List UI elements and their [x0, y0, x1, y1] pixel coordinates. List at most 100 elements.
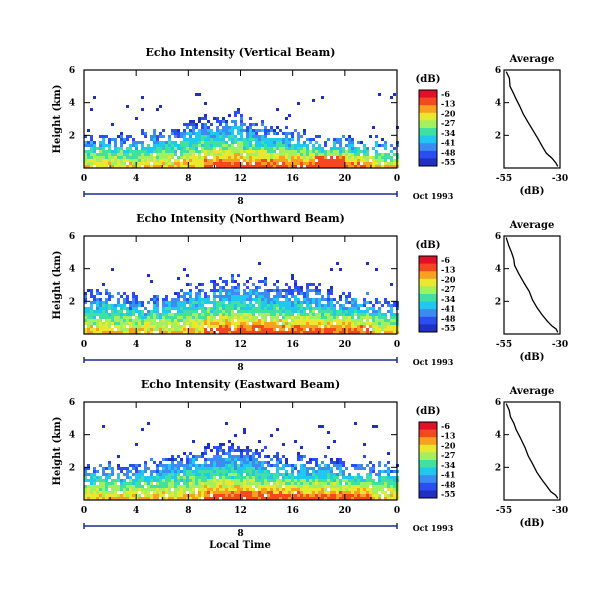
echo-cell	[294, 304, 297, 307]
echo-cell	[201, 325, 204, 328]
echo-cell	[300, 319, 303, 322]
echo-cell	[147, 479, 150, 482]
echo-cell	[318, 470, 321, 473]
echo-cell	[156, 488, 159, 491]
echo-cell	[366, 485, 369, 488]
echo-cell	[228, 455, 231, 458]
echo-cell	[267, 331, 270, 334]
echo-cell	[216, 295, 219, 298]
echo-cell	[237, 153, 240, 156]
echo-cell	[324, 488, 327, 491]
echo-cell	[195, 319, 198, 322]
echo-cell	[297, 497, 300, 500]
echo-cell	[240, 126, 243, 129]
echo-cell	[297, 316, 300, 319]
echo-cell	[105, 485, 108, 488]
echo-cell	[135, 485, 138, 488]
echo-cell	[207, 473, 210, 476]
echo-cell	[270, 304, 273, 307]
echo-cell	[105, 144, 108, 147]
echo-cell	[87, 313, 90, 316]
echo-cell	[186, 310, 189, 313]
colorbar-tick-label: -41	[441, 470, 455, 480]
date-label: Oct 1993	[413, 357, 454, 367]
echo-cell	[147, 153, 150, 156]
echo-cell	[339, 479, 342, 482]
echo-cell	[351, 156, 354, 159]
echo-cell	[231, 482, 234, 485]
echo-cell	[123, 479, 126, 482]
echo-cell	[147, 322, 150, 325]
echo-cell	[225, 135, 228, 138]
echo-cell	[345, 307, 348, 310]
echo-cell	[300, 328, 303, 331]
echo-cell	[273, 482, 276, 485]
echo-cell	[165, 473, 168, 476]
echo-cell	[246, 482, 249, 485]
echo-cell	[267, 162, 270, 165]
echo-cell	[180, 162, 183, 165]
echo-cell	[294, 325, 297, 328]
echo-cell	[183, 304, 186, 307]
echo-cell	[243, 159, 246, 162]
echo-cell	[285, 304, 288, 307]
echo-cell	[93, 482, 96, 485]
echo-cell	[243, 165, 246, 168]
echo-cell	[258, 452, 261, 455]
echo-cell	[123, 322, 126, 325]
echo-cell	[381, 328, 384, 331]
echo-cell	[300, 289, 303, 292]
echo-cell	[96, 491, 99, 494]
echo-cell	[225, 304, 228, 307]
echo-cell	[192, 159, 195, 162]
echo-cell	[369, 476, 372, 479]
echo-cell	[276, 464, 279, 467]
echo-cell	[87, 479, 90, 482]
echo-cell	[351, 138, 354, 141]
echo-cell	[105, 491, 108, 494]
echo-cell	[273, 141, 276, 144]
echo-cell	[231, 286, 234, 289]
echo-cell	[270, 494, 273, 497]
echo-cell	[237, 286, 240, 289]
echo-cell	[312, 283, 315, 286]
echo-cell	[330, 482, 333, 485]
echo-cell	[312, 494, 315, 497]
echo-cell	[165, 458, 168, 461]
echo-cell	[189, 458, 192, 461]
echo-cell	[258, 147, 261, 150]
echo-cell	[192, 156, 195, 159]
echo-cell	[351, 497, 354, 500]
echo-cell	[312, 313, 315, 316]
echo-cell	[210, 497, 213, 500]
echo-cell	[387, 319, 390, 322]
echo-cell	[156, 108, 159, 111]
echo-cell	[168, 488, 171, 491]
echo-cell	[198, 93, 201, 96]
echo-cell	[87, 144, 90, 147]
echo-cell	[312, 485, 315, 488]
echo-cell	[102, 494, 105, 497]
echo-cell	[120, 135, 123, 138]
echo-cell	[132, 479, 135, 482]
echo-cell	[309, 328, 312, 331]
echo-cell	[342, 464, 345, 467]
echo-cell	[246, 461, 249, 464]
echo-cell	[231, 301, 234, 304]
echo-cell	[297, 458, 300, 461]
echo-cell	[222, 295, 225, 298]
echo-cell	[255, 458, 258, 461]
echo-cell	[276, 458, 279, 461]
echo-cell	[294, 488, 297, 491]
echo-cell	[102, 316, 105, 319]
echo-cell	[222, 138, 225, 141]
echo-cell	[270, 153, 273, 156]
echo-cell	[153, 147, 156, 150]
echo-cell	[357, 485, 360, 488]
echo-cell	[195, 485, 198, 488]
echo-cell	[183, 147, 186, 150]
echo-cell	[390, 319, 393, 322]
echo-cell	[189, 307, 192, 310]
echo-cell	[285, 292, 288, 295]
echo-cell	[348, 497, 351, 500]
